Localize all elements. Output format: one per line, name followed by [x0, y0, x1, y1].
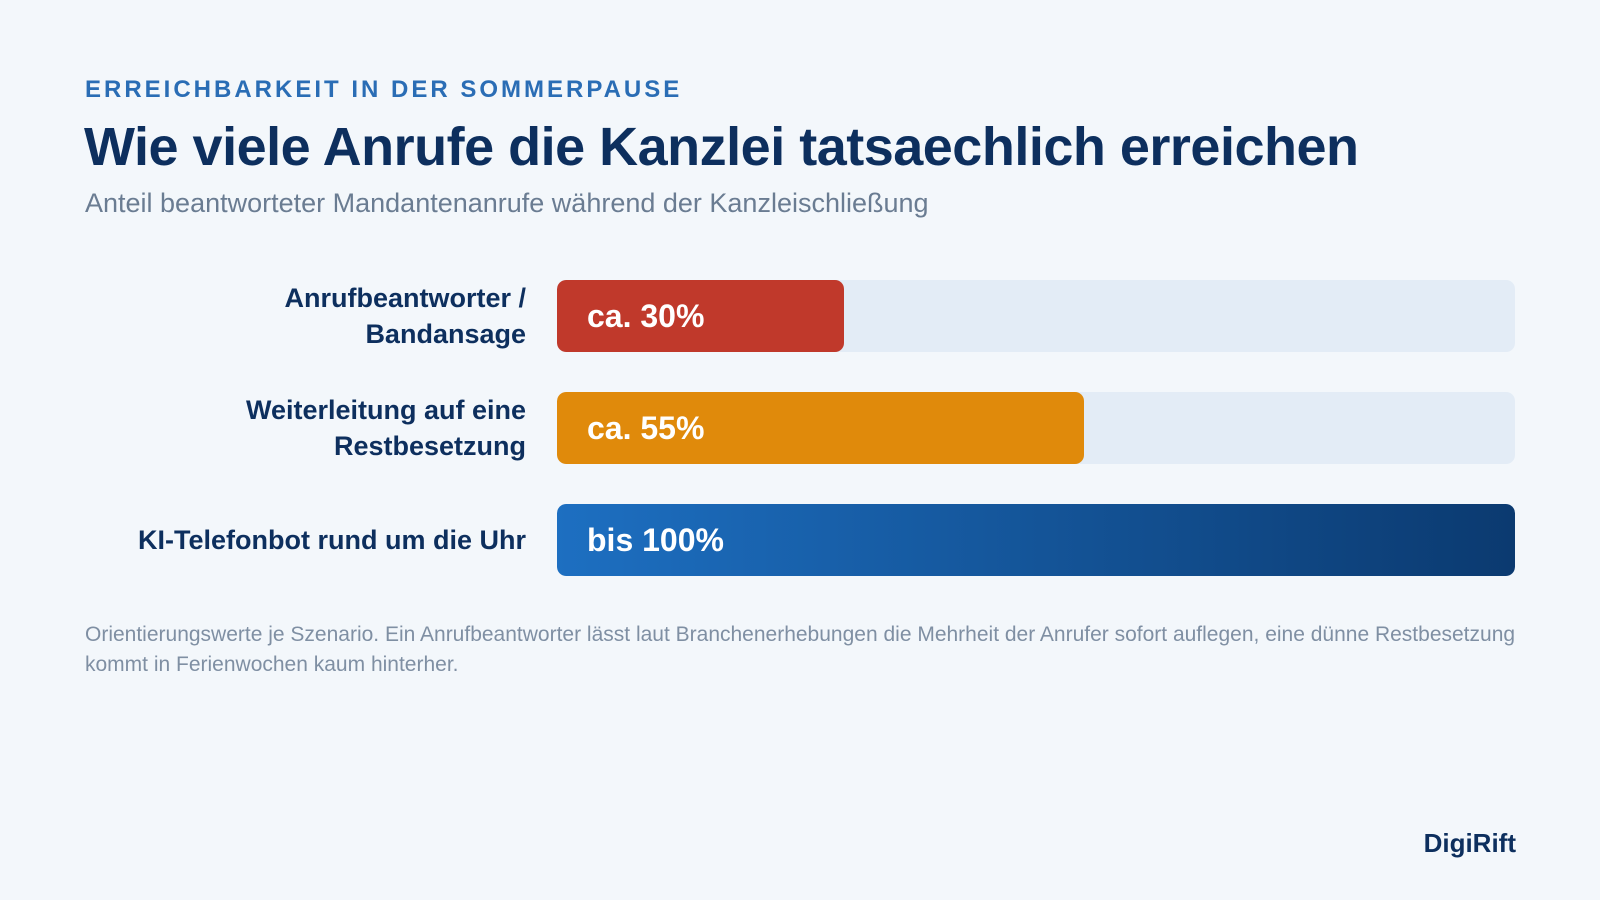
bar-track: ca. 55% — [557, 392, 1515, 464]
bar — [557, 280, 844, 352]
chart-subtitle: Anteil beantworteter Mandantenanrufe wäh… — [85, 188, 929, 218]
bar-track: bis 100% — [557, 504, 1515, 576]
bar-track: ca. 30% — [557, 280, 1515, 352]
bar-row: Anrufbeantworter / Bandansage ca. 30% — [0, 280, 1600, 352]
eyebrow-label: ERREICHBARKEIT IN DER SOMMERPAUSE — [85, 76, 683, 103]
bar-row: Weiterleitung auf eine Restbesetzung ca.… — [0, 392, 1600, 464]
brand-logo: DigiRift — [1423, 828, 1516, 858]
bar-label: Weiterleitung auf eine Restbesetzung — [245, 395, 526, 461]
chart-title: Wie viele Anrufe die Kanzlei tatsaechlic… — [84, 117, 1359, 177]
bar-label: Anrufbeantworter / Bandansage — [284, 283, 526, 349]
bar-value-label: ca. 30% — [587, 298, 705, 334]
bar-row: KI-Telefonbot rund um die Uhr bis 100% — [0, 504, 1600, 576]
bar-label: KI-Telefonbot rund um die Uhr — [138, 525, 526, 555]
bar-value-label: ca. 55% — [587, 410, 705, 446]
bar — [557, 392, 1084, 464]
bar — [557, 504, 1515, 576]
bar-value-label: bis 100% — [587, 522, 724, 558]
footnote: Orientierungswerte je Szenario. Ein Anru… — [85, 623, 1516, 676]
